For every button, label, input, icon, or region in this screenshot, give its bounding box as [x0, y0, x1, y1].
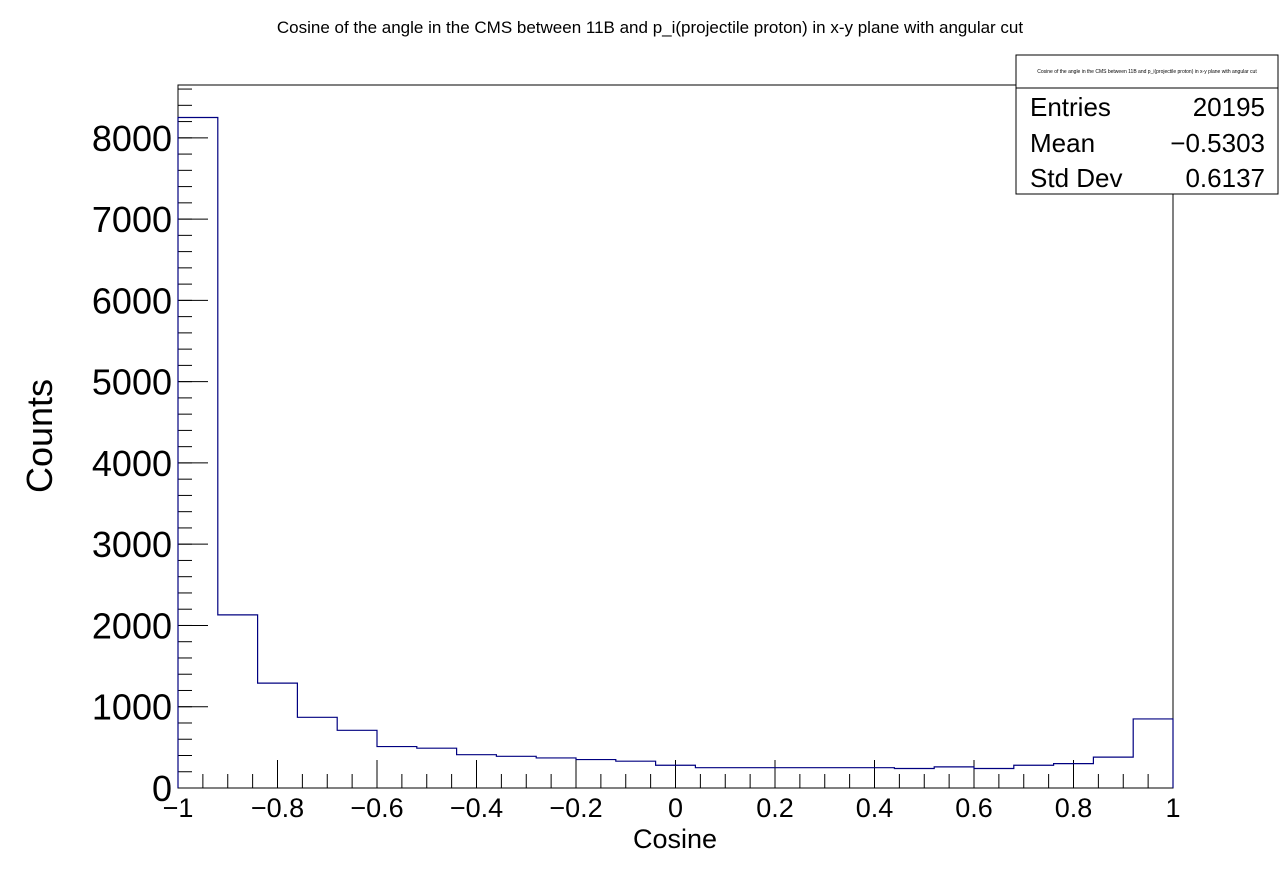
histogram-bin: [1093, 757, 1133, 788]
histogram-bin: [258, 683, 298, 788]
histogram-bin: [1054, 764, 1094, 788]
x-tick-label: 0.8: [1055, 793, 1093, 823]
x-tick-label: 0.6: [955, 793, 993, 823]
y-tick-label: 2000: [92, 605, 172, 646]
histogram-bin: [218, 615, 258, 788]
histogram-bin: [1014, 765, 1054, 788]
histogram-bin: [775, 768, 815, 788]
chart-title: Cosine of the angle in the CMS between 1…: [277, 18, 1024, 37]
y-tick-label: 7000: [92, 199, 172, 240]
histogram-bin: [656, 765, 696, 788]
y-tick-label: 6000: [92, 280, 172, 321]
histogram-bin: [815, 768, 855, 788]
stats-box-title: Cosine of the angle in the CMS between 1…: [1037, 69, 1257, 75]
histogram-bin: [616, 761, 656, 788]
histogram-bin: [297, 717, 337, 788]
histogram-bin: [178, 118, 218, 788]
histogram-bin: [417, 748, 457, 788]
histogram-bin: [496, 756, 536, 788]
histogram-bin: [1133, 719, 1173, 788]
histogram-bin: [337, 730, 377, 788]
stats-entries-value: 20195: [1193, 92, 1265, 122]
stats-mean-label: Mean: [1030, 128, 1095, 158]
y-tick-label: 8000: [92, 118, 172, 159]
x-tick-label: −0.6: [350, 793, 403, 823]
y-tick-label: 1000: [92, 687, 172, 728]
histogram-series-line: [177, 116, 1174, 788]
histogram-bins: [178, 118, 1173, 788]
y-minor-ticks: [178, 88, 192, 789]
stats-mean-value: −0.5303: [1170, 128, 1265, 158]
histogram-bin: [536, 758, 576, 788]
x-tick-label: −0.2: [549, 793, 602, 823]
histogram-bin: [735, 768, 775, 788]
x-axis-ticks: −1 −0.8 −0.6 −0.4 −0.2 0 0.2 0.4 0.6 0.8 1: [163, 760, 1181, 823]
stats-stddev-label: Std Dev: [1030, 163, 1123, 193]
x-tick-label: 0: [668, 793, 683, 823]
histogram-bin: [894, 768, 934, 788]
y-tick-label: 0: [152, 768, 172, 809]
x-axis-label: Cosine: [633, 824, 717, 854]
histogram-bin: [377, 747, 417, 788]
stats-stddev-value: 0.6137: [1185, 163, 1265, 193]
x-tick-label: 1: [1165, 793, 1180, 823]
y-axis-label: Counts: [19, 379, 60, 493]
histogram-bin: [695, 768, 735, 788]
y-tick-label: 4000: [92, 443, 172, 484]
histogram-bin: [576, 760, 616, 788]
y-tick-label: 5000: [92, 362, 172, 403]
x-tick-label: −0.8: [251, 793, 304, 823]
histogram-bin: [934, 767, 974, 788]
stats-entries-label: Entries: [1030, 92, 1111, 122]
x-tick-label: −0.4: [450, 793, 503, 823]
y-tick-label: 3000: [92, 524, 172, 565]
x-tick-label: 0.4: [856, 793, 894, 823]
stats-box-frame: [1015, 54, 1279, 195]
x-tick-label: −1: [163, 793, 194, 823]
x-tick-label: 0.2: [756, 793, 794, 823]
stats-box: Cosine of the angle in the CMS between 1…: [1015, 54, 1279, 195]
histogram-bin: [974, 768, 1014, 788]
y-axis-ticks: 0 1000 2000 3000 4000 5000 6000 7000 8000: [92, 118, 208, 809]
histogram-bin: [457, 755, 497, 788]
histogram-bin: [855, 768, 895, 788]
